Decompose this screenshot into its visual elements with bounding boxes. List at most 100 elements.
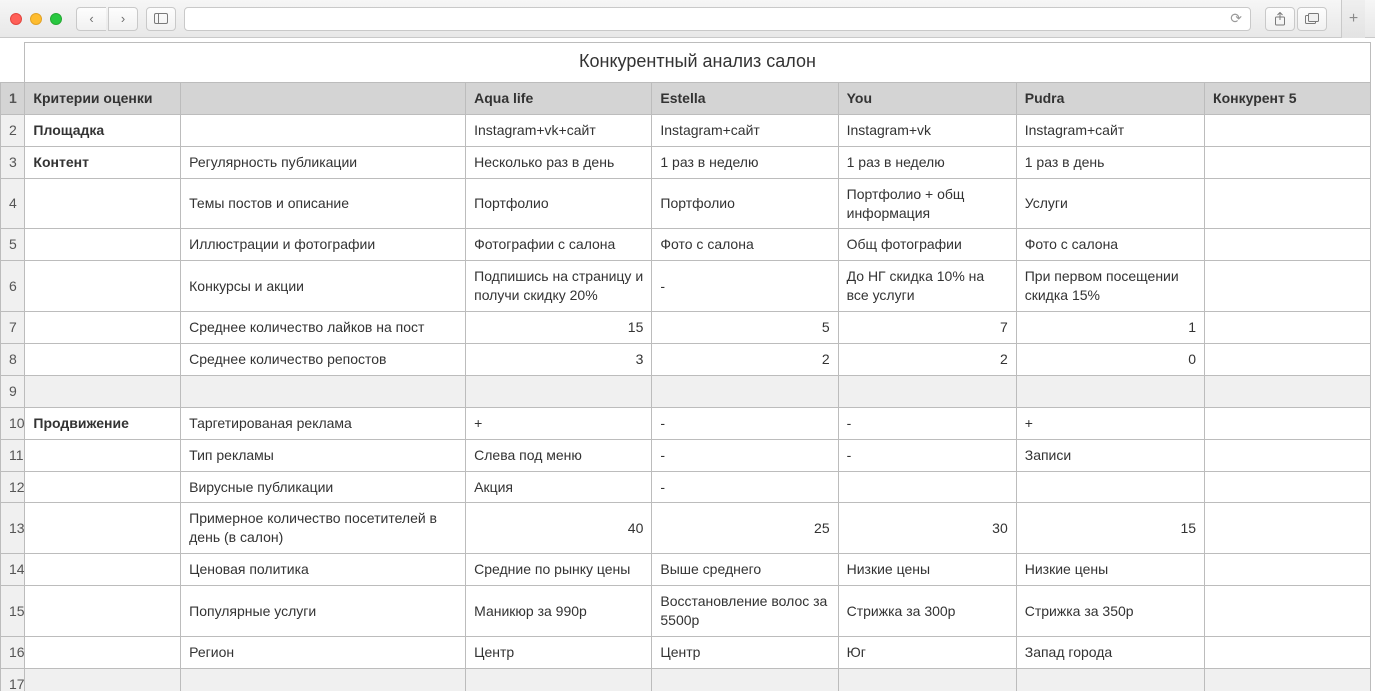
- row-number: 4: [1, 178, 25, 229]
- value-cell: До НГ скидка 10% на все услуги: [838, 261, 1016, 312]
- section-cell: [25, 261, 181, 312]
- row-number: 8: [1, 344, 25, 376]
- criterion-cell: Регион: [181, 636, 466, 668]
- criterion-cell: Среднее количество репостов: [181, 344, 466, 376]
- row-number: 11: [1, 439, 25, 471]
- value-cell: [838, 471, 1016, 503]
- close-icon[interactable]: [10, 13, 22, 25]
- section-cell: [25, 636, 181, 668]
- value-cell: 1 раз в неделю: [838, 146, 1016, 178]
- value-cell: -: [838, 407, 1016, 439]
- section-cell: [25, 554, 181, 586]
- table-row: 6Конкурсы и акцииПодпишись на страницу и…: [1, 261, 1371, 312]
- tabs-icon: [1305, 13, 1319, 25]
- value-cell: Низкие цены: [1016, 554, 1204, 586]
- row-number: 7: [1, 312, 25, 344]
- value-cell: 5: [652, 312, 838, 344]
- document-area: Конкурентный анализ салон 1Критерии оцен…: [0, 38, 1375, 691]
- section-cell: Продвижение: [25, 407, 181, 439]
- criterion-cell: Конкурсы и акции: [181, 261, 466, 312]
- value-cell: 15: [1016, 503, 1204, 554]
- criterion-cell: [181, 375, 466, 407]
- value-cell: [1205, 344, 1371, 376]
- value-cell: Выше среднего: [652, 554, 838, 586]
- value-cell: 3: [466, 344, 652, 376]
- table-row: 7Среднее количество лайков на пост15571: [1, 312, 1371, 344]
- value-cell: [1205, 146, 1371, 178]
- column-header: [181, 83, 466, 115]
- value-cell: [1205, 261, 1371, 312]
- value-cell: 25: [652, 503, 838, 554]
- forward-button[interactable]: ›: [108, 7, 138, 31]
- column-header: Aqua life: [466, 83, 652, 115]
- value-cell: Портфолио: [466, 178, 652, 229]
- value-cell: 2: [838, 344, 1016, 376]
- share-button[interactable]: [1265, 7, 1295, 31]
- window-controls: [10, 13, 62, 25]
- value-cell: [838, 668, 1016, 691]
- section-cell: [25, 503, 181, 554]
- value-cell: -: [652, 471, 838, 503]
- value-cell: [1205, 586, 1371, 637]
- toolbar-right: [1265, 7, 1327, 31]
- value-cell: Портфолио + общ информация: [838, 178, 1016, 229]
- value-cell: Стрижка за 350р: [1016, 586, 1204, 637]
- value-cell: [1016, 668, 1204, 691]
- value-cell: Фото с салона: [652, 229, 838, 261]
- value-cell: [1205, 229, 1371, 261]
- value-cell: Юг: [838, 636, 1016, 668]
- value-cell: -: [652, 407, 838, 439]
- value-cell: Низкие цены: [838, 554, 1016, 586]
- new-tab-button[interactable]: +: [1341, 0, 1365, 38]
- section-cell: [25, 375, 181, 407]
- value-cell: Средние по рынку цены: [466, 554, 652, 586]
- criterion-cell: Темы постов и описание: [181, 178, 466, 229]
- row-number: 2: [1, 114, 25, 146]
- value-cell: [1205, 114, 1371, 146]
- value-cell: +: [1016, 407, 1204, 439]
- nav-buttons: ‹ ›: [76, 7, 138, 31]
- criterion-cell: Тип рекламы: [181, 439, 466, 471]
- value-cell: 7: [838, 312, 1016, 344]
- value-cell: [1205, 375, 1371, 407]
- back-button[interactable]: ‹: [76, 7, 106, 31]
- value-cell: При первом посещении скидка 15%: [1016, 261, 1204, 312]
- value-cell: [1016, 375, 1204, 407]
- section-cell: [25, 178, 181, 229]
- value-cell: 1 раз в неделю: [652, 146, 838, 178]
- minimize-icon[interactable]: [30, 13, 42, 25]
- value-cell: [1205, 312, 1371, 344]
- row-number: 13: [1, 503, 25, 554]
- criterion-cell: Примерное количество посетителей в день …: [181, 503, 466, 554]
- titlebar: ‹ › ⟳: [0, 0, 1375, 38]
- value-cell: Общ фотографии: [838, 229, 1016, 261]
- reload-icon[interactable]: ⟳: [1230, 10, 1242, 27]
- table-row: 9: [1, 375, 1371, 407]
- table-row: 17: [1, 668, 1371, 691]
- sidebar-button[interactable]: [146, 7, 176, 31]
- row-number: 16: [1, 636, 25, 668]
- value-cell: [652, 668, 838, 691]
- value-cell: Instagram+vk: [838, 114, 1016, 146]
- value-cell: Центр: [466, 636, 652, 668]
- zoom-icon[interactable]: [50, 13, 62, 25]
- criterion-cell: Вирусные публикации: [181, 471, 466, 503]
- page-title: Конкурентный анализ салон: [24, 42, 1371, 82]
- tabs-button[interactable]: [1297, 7, 1327, 31]
- url-bar[interactable]: ⟳: [184, 7, 1251, 31]
- section-cell: [25, 344, 181, 376]
- table-row: 5Иллюстрации и фотографииФотографии с са…: [1, 229, 1371, 261]
- table-row: 14Ценовая политикаСредние по рынку ценыВ…: [1, 554, 1371, 586]
- section-cell: Контент: [25, 146, 181, 178]
- criterion-cell: Ценовая политика: [181, 554, 466, 586]
- section-cell: Площадка: [25, 114, 181, 146]
- browser-window: ‹ › ⟳: [0, 0, 1375, 691]
- value-cell: [1205, 554, 1371, 586]
- section-cell: [25, 312, 181, 344]
- value-cell: [1205, 407, 1371, 439]
- row-number: 12: [1, 471, 25, 503]
- value-cell: Фотографии с салона: [466, 229, 652, 261]
- table-row: 12Вирусные публикацииАкция-: [1, 471, 1371, 503]
- table-row: 11Тип рекламыСлева под меню--Записи: [1, 439, 1371, 471]
- criterion-cell: Регулярность публикации: [181, 146, 466, 178]
